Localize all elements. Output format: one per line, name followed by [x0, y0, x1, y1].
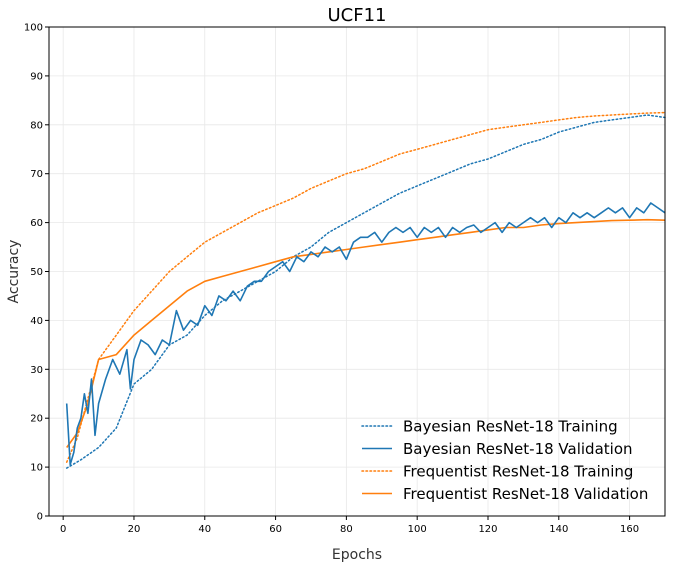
chart-title: UCF11 [327, 5, 386, 26]
legend-label-2: Bayesian ResNet-18 Validation [403, 440, 633, 458]
x-tick-label: 160 [620, 524, 639, 535]
x-axis-ticks: 0 20 40 60 80 100 120 140 160 [60, 516, 639, 535]
y-tick-label: 30 [30, 365, 43, 376]
y-tick-label: 20 [30, 414, 43, 425]
y-tick-label: 90 [30, 71, 43, 82]
series-group [65, 111, 666, 469]
y-tick-label: 80 [30, 120, 43, 131]
x-tick-label: 60 [269, 524, 282, 535]
y-tick-label: 60 [30, 218, 43, 229]
x-axis-label: Epochs [332, 547, 382, 563]
y-tick-label: 10 [30, 463, 43, 474]
y-tick-label: 50 [30, 267, 43, 278]
x-tick-label: 40 [198, 524, 211, 535]
x-tick-label: 100 [408, 524, 427, 535]
legend-label-1: Bayesian ResNet-18 Training [403, 418, 618, 436]
legend-label-4: Frequentist ResNet-18 Validation [403, 485, 648, 503]
y-tick-label: 100 [24, 23, 43, 34]
series-line-2 [65, 202, 666, 466]
series-line-3 [65, 111, 666, 463]
x-tick-label: 0 [60, 524, 66, 535]
legend-label-3: Frequentist ResNet-18 Training [403, 463, 633, 481]
series-line-4 [66, 218, 666, 448]
y-tick-label: 70 [30, 169, 43, 180]
x-tick-label: 120 [478, 524, 497, 535]
y-axis-ticks: 0 10 20 30 40 50 60 70 80 90 100 [24, 23, 49, 523]
y-tick-label: 40 [30, 316, 43, 327]
y-tick-label: 0 [37, 512, 43, 523]
x-tick-label: 80 [340, 524, 353, 535]
legend: Bayesian ResNet-18 Training Bayesian ResN… [361, 418, 648, 503]
y-axis-label: Accuracy [6, 240, 22, 304]
series-line-1 [65, 114, 666, 469]
x-tick-label: 20 [128, 524, 141, 535]
grid-lines [49, 26, 665, 517]
x-tick-label: 140 [549, 524, 568, 535]
